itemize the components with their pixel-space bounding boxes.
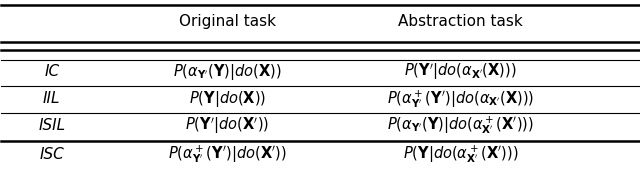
Text: ISIL: ISIL xyxy=(38,118,65,133)
Text: Original task: Original task xyxy=(179,14,276,29)
Text: $P(\alpha_{\mathbf{Y}'}(\mathbf{Y})|do(\alpha^+_{\mathbf{X}'}(\mathbf{X}')))$: $P(\alpha_{\mathbf{Y}'}(\mathbf{Y})|do(\… xyxy=(387,115,534,136)
Text: $P(\alpha^+_{\mathbf{Y}'}(\mathbf{Y}')|do(\mathbf{X}'))$: $P(\alpha^+_{\mathbf{Y}'}(\mathbf{Y}')|d… xyxy=(168,143,287,165)
Text: $P(\alpha_{\mathbf{Y}'}(\mathbf{Y})|do(\mathbf{X}))$: $P(\alpha_{\mathbf{Y}'}(\mathbf{Y})|do(\… xyxy=(173,62,282,82)
Text: $P(\mathbf{Y}'|do(\alpha_{\mathbf{X}'}(\mathbf{X})))$: $P(\mathbf{Y}'|do(\alpha_{\mathbf{X}'}(\… xyxy=(404,62,516,82)
Text: $P(\alpha^+_{\mathbf{Y}'}(\mathbf{Y}')|do(\alpha_{\mathbf{X}'}(\mathbf{X})))$: $P(\alpha^+_{\mathbf{Y}'}(\mathbf{Y}')|d… xyxy=(387,88,534,110)
Text: Abstraction task: Abstraction task xyxy=(398,14,523,29)
Text: $P(\mathbf{Y}|do(\mathbf{X}))$: $P(\mathbf{Y}|do(\mathbf{X}))$ xyxy=(189,89,266,109)
Text: ISC: ISC xyxy=(40,147,64,162)
Text: IC: IC xyxy=(44,64,60,79)
Text: $P(\mathbf{Y}|do(\alpha^+_{\mathbf{X}'}(\mathbf{X}')))$: $P(\mathbf{Y}|do(\alpha^+_{\mathbf{X}'}(… xyxy=(403,143,518,165)
Text: $P(\mathbf{Y}'|do(\mathbf{X}'))$: $P(\mathbf{Y}'|do(\mathbf{X}'))$ xyxy=(186,115,269,136)
Text: IIL: IIL xyxy=(43,91,61,106)
